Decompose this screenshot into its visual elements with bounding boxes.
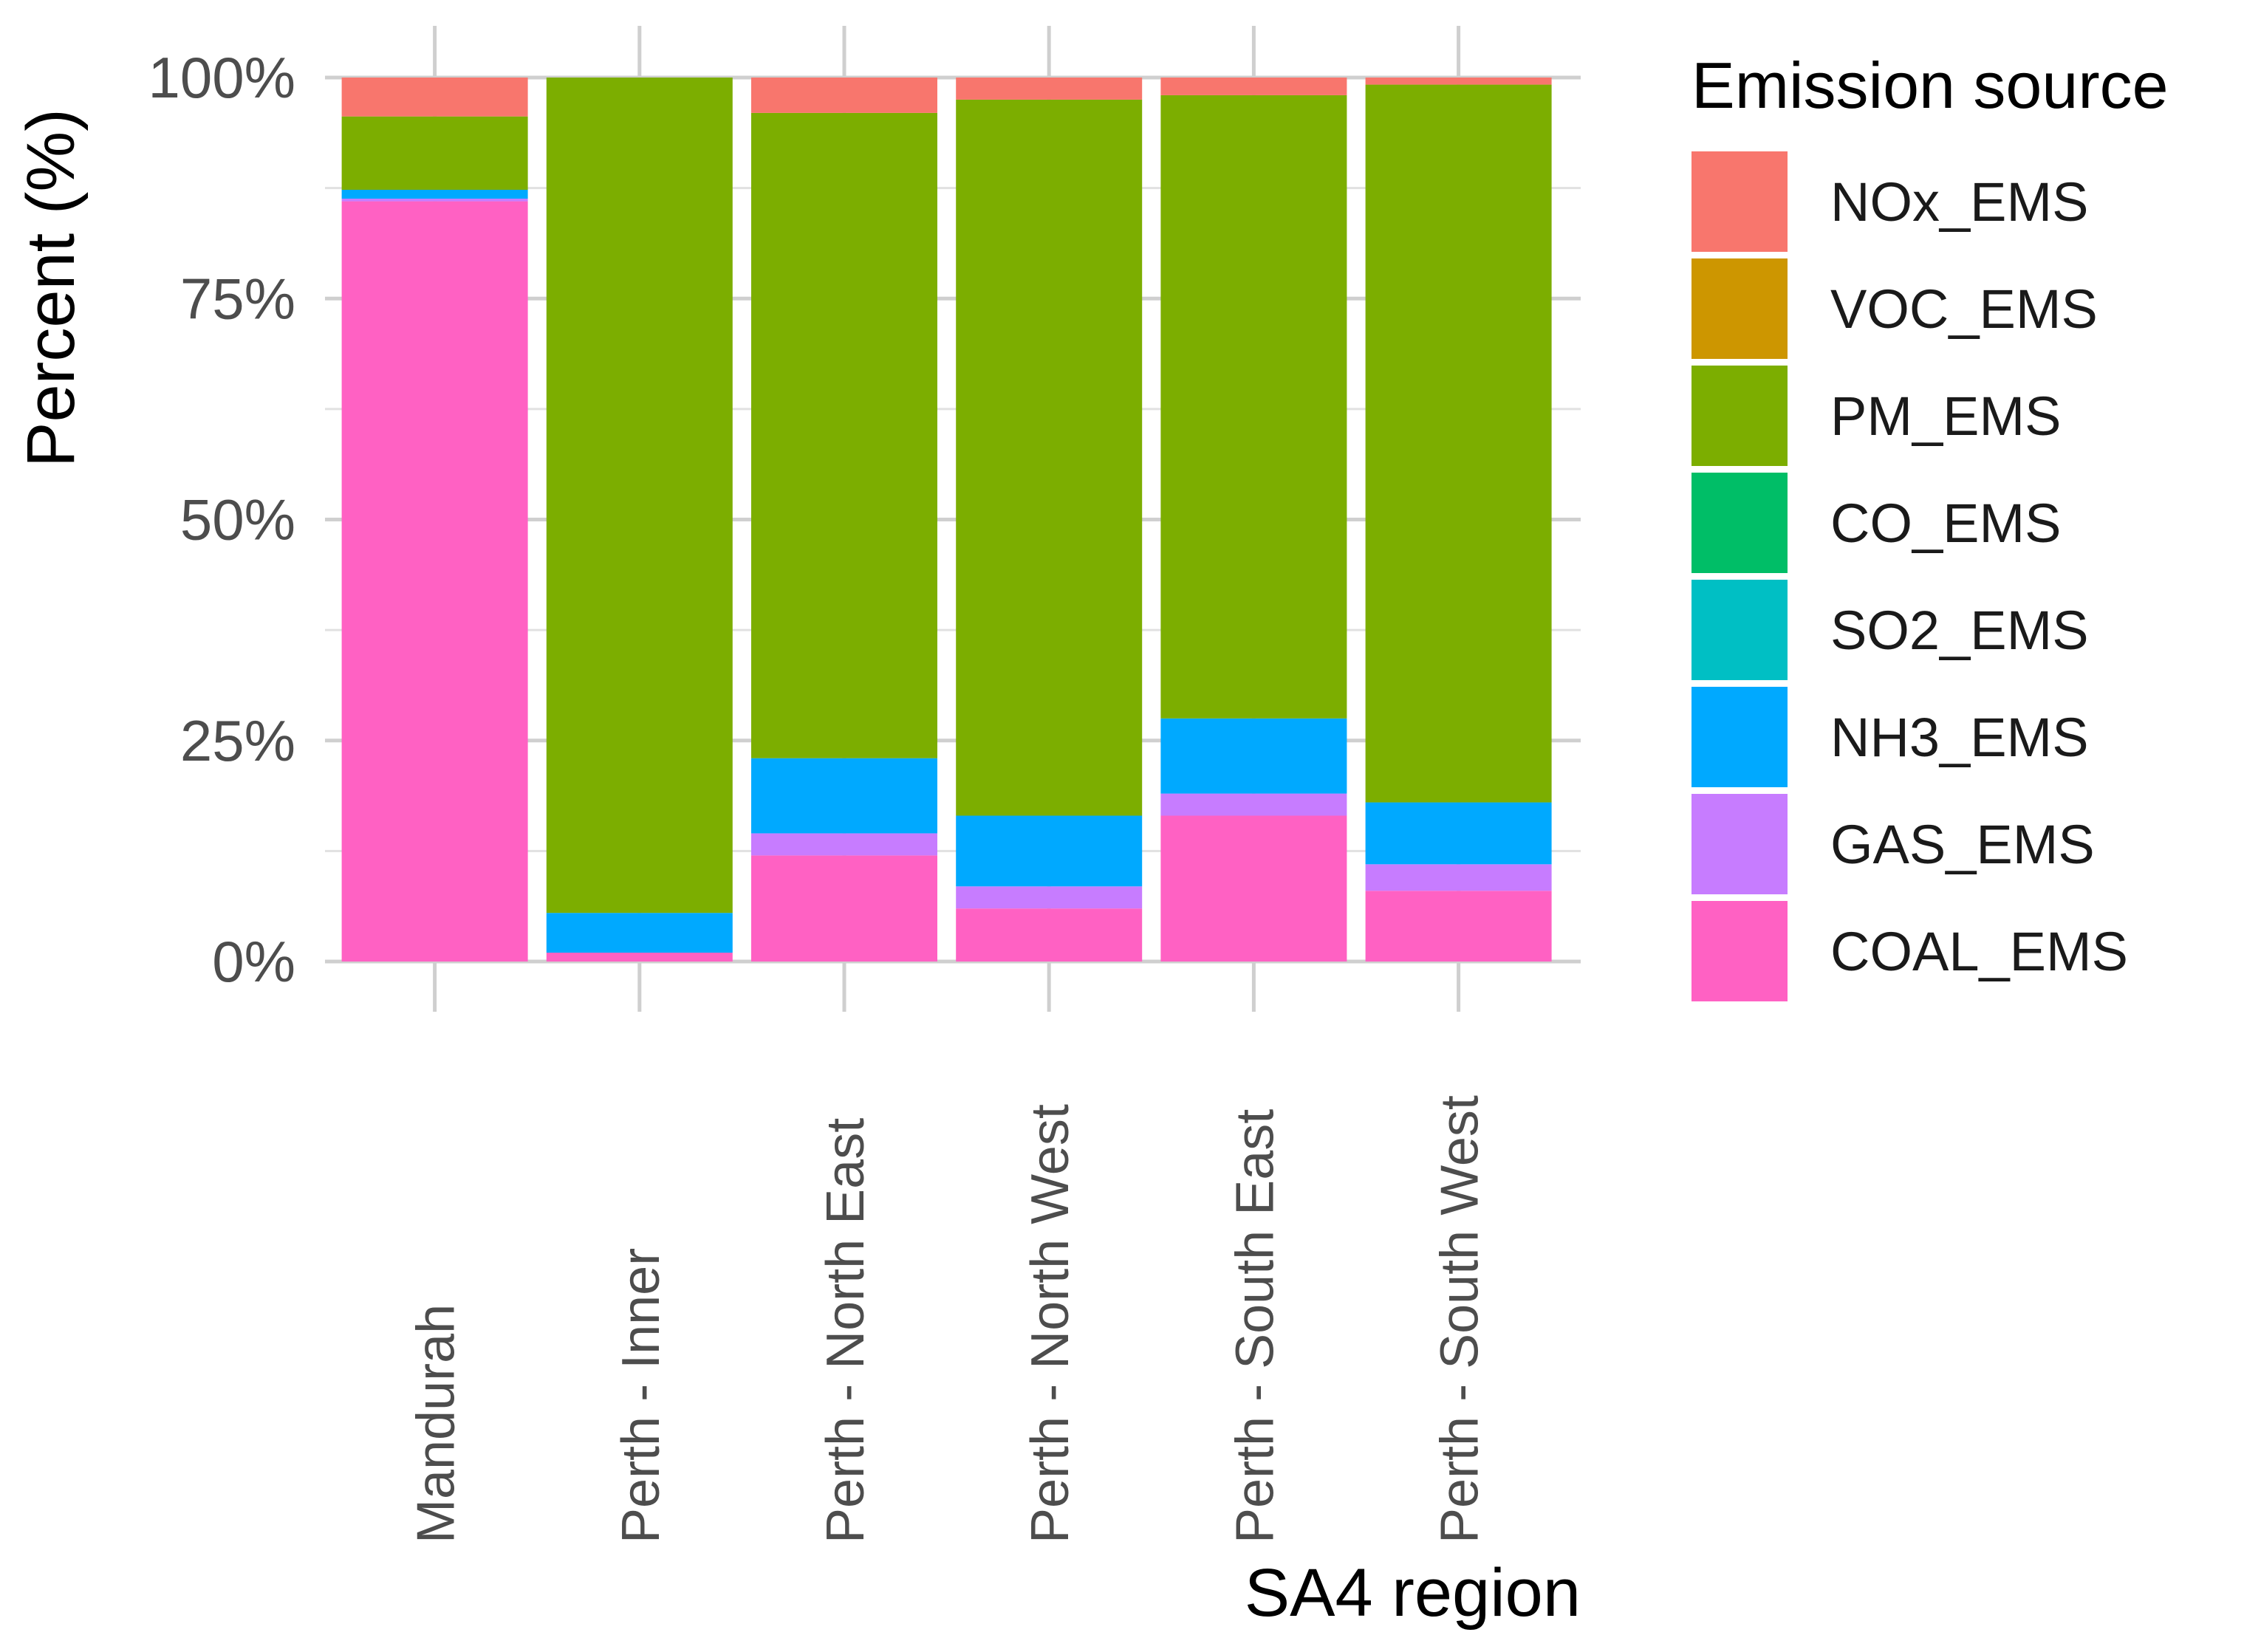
- y-tick-label: 0%: [212, 929, 295, 994]
- legend-swatch: [1691, 794, 1788, 894]
- y-tick-label: 50%: [180, 487, 295, 552]
- x-axis-ticks: Mandurah Perth - Inner Perth - North East P…: [407, 1095, 1490, 1543]
- bar-segment-pm-ems: [546, 78, 733, 914]
- x-tick-label: Mandurah: [407, 1304, 466, 1543]
- x-tick-label: Perth - North East: [816, 1118, 875, 1543]
- x-axis-title: SA4 region: [1245, 1555, 1581, 1631]
- legend-label: NH3_EMS: [1830, 707, 2089, 768]
- legend-label: NOx_EMS: [1830, 171, 2089, 233]
- bar-segment-coal-ems: [956, 908, 1143, 962]
- bar-segment-coal-ems: [751, 855, 937, 962]
- x-tick-label: Perth - South East: [1225, 1109, 1285, 1543]
- legend-swatch: [1691, 901, 1788, 1001]
- bar-segment-nox-ems: [1160, 78, 1347, 95]
- bar-segment-pm-ems: [751, 112, 937, 758]
- legend: Emission source NOx_EMS VOC_EMS PM_EMS CO_E…: [1691, 49, 2169, 1001]
- bar-segment-pm-ems: [1160, 95, 1347, 719]
- x-tick-label: Perth - South West: [1431, 1095, 1490, 1543]
- legend-label: GAS_EMS: [1830, 814, 2095, 875]
- y-tick-label: 100%: [148, 45, 296, 110]
- bar-segment-coal-ems: [341, 201, 528, 962]
- bar-segment-gas-ems: [751, 833, 937, 856]
- y-tick-label: 25%: [180, 708, 295, 773]
- legend-swatch: [1691, 366, 1788, 466]
- bar-segment-gas-ems: [1160, 793, 1347, 816]
- legend-swatch: [1691, 258, 1788, 359]
- bar-segment-nh3-ems: [546, 913, 733, 953]
- x-tick-label: Perth - North West: [1021, 1104, 1080, 1543]
- bar-segment-coal-ems: [1160, 815, 1347, 962]
- legend-label: VOC_EMS: [1830, 278, 2098, 340]
- bar-segment-nox-ems: [341, 78, 528, 117]
- bar-segment-pm-ems: [1365, 84, 1552, 803]
- bar-segment-pm-ems: [341, 116, 528, 191]
- bar-segment-nh3-ems: [341, 190, 528, 199]
- bar-segment-nox-ems: [956, 78, 1143, 100]
- bar-segment-nh3-ems: [1365, 802, 1552, 865]
- legend-swatch: [1691, 687, 1788, 787]
- bar-segment-coal-ems: [546, 953, 733, 962]
- bar-segment-nh3-ems: [956, 815, 1143, 887]
- bar-segment-nh3-ems: [1160, 718, 1347, 794]
- legend-swatch: [1691, 580, 1788, 680]
- legend-label: CO_EMS: [1830, 493, 2062, 554]
- y-axis-ticks: 0% 25% 50% 75% 100%: [148, 45, 296, 994]
- bars: [341, 78, 1552, 962]
- bar-segment-gas-ems: [1365, 864, 1552, 891]
- bar-segment-nh3-ems: [751, 758, 937, 834]
- y-axis-title: Percent (%): [13, 109, 89, 467]
- y-tick-label: 75%: [180, 266, 295, 331]
- x-tick-label: Perth - Inner: [612, 1248, 671, 1543]
- bar-segment-coal-ems: [1365, 891, 1552, 962]
- bar-segment-nox-ems: [1365, 78, 1552, 85]
- bar-segment-nox-ems: [751, 78, 937, 113]
- legend-swatch: [1691, 473, 1788, 573]
- legend-swatch: [1691, 151, 1788, 252]
- legend-label: PM_EMS: [1830, 385, 2062, 447]
- bar-segment-gas-ems: [956, 886, 1143, 909]
- legend-title: Emission source: [1691, 49, 2169, 122]
- legend-label: COAL_EMS: [1830, 921, 2128, 982]
- legend-label: SO2_EMS: [1830, 600, 2089, 661]
- bar-segment-pm-ems: [956, 99, 1143, 816]
- bar-segment-gas-ems: [341, 198, 528, 202]
